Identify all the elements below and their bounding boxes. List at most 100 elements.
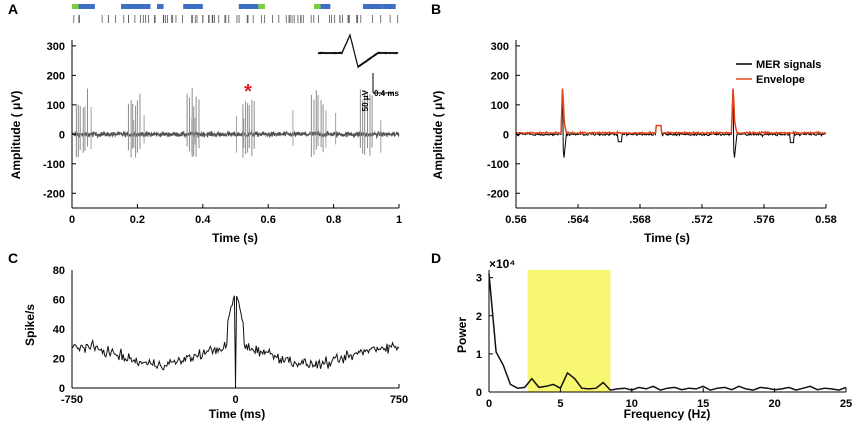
raster-bar — [183, 4, 203, 9]
panel-letter-a: A — [8, 1, 18, 17]
panel-b-y-tick-label: 100 — [491, 100, 509, 112]
inset-waveform — [317, 34, 399, 68]
panel-a-y-tick-label: -200 — [43, 188, 65, 200]
panel-c-y-tick-label: 0 — [59, 383, 65, 395]
panel-b-axes: 0.56 .564 .568 .572 .576 0.58 -200 -100 0 100 200 3… — [487, 40, 837, 226]
panel-c-ylabel: Spike/s — [23, 304, 37, 346]
raster-bar — [157, 4, 164, 9]
panel-a-y-tick-label: 0 — [59, 129, 65, 141]
inset-waveform — [317, 34, 399, 68]
panel-b-legend: MER signals Envelope — [736, 59, 821, 86]
raster-bar — [313, 4, 321, 9]
panel-a-ylabel: Amplitude ( μV) — [9, 91, 23, 180]
panel-a-x-tick-label: 0.6 — [261, 214, 276, 226]
panel-d-y-tick-label: 2 — [476, 311, 482, 323]
panel-b-x-tick-label: .576 — [753, 214, 774, 226]
raster-bar — [121, 4, 151, 9]
panel-b-group: 0.56 .564 .568 .572 .576 0.58 -200 -100 0 100 200 3… — [431, 40, 837, 245]
inset-waveform — [317, 34, 398, 67]
panel-a-xlabel: Time (s) — [212, 231, 258, 245]
inset-waveform — [317, 33, 399, 68]
panel-d-ylabel: Power — [455, 317, 469, 353]
panel-letter-d: D — [431, 250, 441, 266]
panel-d-x-tick-label: 0 — [486, 398, 492, 410]
inset-waveform — [317, 33, 398, 68]
panel-c-x-tick-label: -750 — [61, 394, 83, 406]
panel-c-y-tick-label: 40 — [53, 324, 65, 336]
inset-waveform — [317, 33, 399, 67]
spike-waveform-inset — [317, 33, 399, 94]
panel-a-y-tick-label: 200 — [47, 70, 65, 82]
inset-waveform — [317, 33, 399, 68]
inset-waveform — [317, 34, 398, 68]
panel-a-noise-trace — [71, 129, 400, 140]
inset-waveform — [317, 34, 399, 68]
inset-waveform — [317, 34, 399, 68]
inset-waveform — [317, 33, 399, 68]
panel-d-highlight-band — [527, 270, 611, 392]
panel-c-y-tick-label: 80 — [53, 265, 65, 277]
panel-a-x-tick-label: 0.8 — [326, 214, 341, 226]
raster-bar — [363, 4, 383, 9]
asterisk-annotation: * — [244, 81, 252, 103]
inset-waveform — [317, 33, 399, 68]
raster-bar — [320, 4, 331, 9]
panel-d-y-tick-label: 0 — [476, 387, 482, 399]
raster-bar — [238, 4, 259, 9]
inset-waveform — [317, 34, 398, 69]
panel-b-x-tick-label: 0.56 — [505, 214, 526, 226]
panel-c-x-tick-label: 0 — [232, 394, 238, 406]
inset-waveform — [317, 33, 399, 67]
legend-envelope-label: Envelope — [756, 74, 805, 86]
raster-bar — [258, 4, 265, 9]
panel-d-group: 0 5 10 15 20 25 0 1 2 3 ×10⁴ Power Frequency (Hz) — [455, 257, 852, 421]
panel-d-traces — [488, 273, 847, 391]
inset-waveform — [317, 33, 399, 68]
panel-d-x-tick-label: 25 — [840, 398, 852, 410]
inset-waveform — [317, 33, 399, 68]
inset-waveform — [317, 33, 399, 68]
raster-bar — [72, 4, 79, 9]
panel-b-x-tick-label: .564 — [567, 214, 589, 226]
panel-d-x-tick-label: 15 — [697, 398, 709, 410]
panel-letter-c: C — [8, 250, 18, 266]
panel-b-x-tick-label: 0.58 — [815, 214, 836, 226]
panel-d-xlabel: Frequency (Hz) — [624, 407, 711, 421]
panel-b-ylabel: Amplitude ( μV) — [431, 91, 445, 180]
panel-d-y-tick-label: 3 — [476, 273, 482, 285]
panel-a-y-tick-label: 100 — [47, 100, 65, 112]
panel-letter-b: B — [431, 1, 441, 17]
panel-a-traces — [71, 88, 400, 158]
inset-waveform — [317, 34, 399, 67]
panel-b-y-tick-label: 200 — [491, 70, 509, 82]
panel-d-x-tick-label: 10 — [626, 398, 638, 410]
power-spectrum-line — [488, 273, 847, 391]
inset-waveform — [317, 34, 399, 68]
inset-waveform — [317, 34, 399, 68]
panel-d-scale-label: ×10⁴ — [489, 257, 515, 271]
panel-c-x-tick-label: 750 — [390, 394, 408, 406]
inset-waveform — [317, 33, 399, 67]
inset-waveform — [317, 34, 398, 66]
inset-waveform — [317, 34, 399, 69]
panel-a-x-tick-label: 0 — [69, 214, 75, 226]
autocorrelogram-line — [71, 295, 400, 386]
inset-waveform — [317, 33, 399, 67]
inset-waveform — [318, 34, 399, 67]
raster-bar — [78, 4, 95, 9]
inset-waveform — [317, 33, 399, 69]
raster-bar — [382, 4, 396, 9]
panel-b-y-tick-label: 300 — [491, 41, 509, 53]
panel-c-traces — [71, 295, 400, 386]
inset-waveform — [317, 33, 399, 68]
panel-a-axes: 0 0.2 0.4 0.6 0.8 1 -200 -100 0 100 200 300 — [43, 40, 402, 226]
panel-a-x-tick-label: 0.2 — [130, 214, 145, 226]
inset-waveform — [317, 33, 399, 69]
panel-b-traces — [515, 88, 827, 158]
panel-d-axes: 0 5 10 15 20 25 0 1 2 3 — [476, 270, 852, 410]
panel-b-y-tick-label: -100 — [487, 159, 509, 171]
panel-a-y-tick-label: -100 — [43, 159, 65, 171]
